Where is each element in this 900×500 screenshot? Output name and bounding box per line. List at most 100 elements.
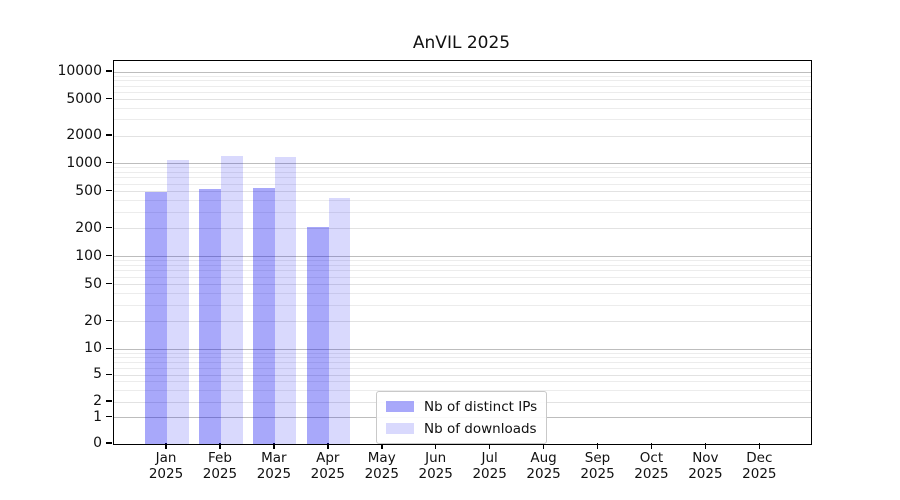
x-tick-aug [542,443,545,449]
gridline-minor-60 [114,276,811,278]
x-tick-label-jul: Jul 2025 [462,450,518,482]
gridline-minor-4000 [114,107,811,109]
y-tick-2 [106,400,112,402]
x-tick-label-nov: Nov 2025 [677,450,733,482]
gridline-minor-6000 [114,91,811,93]
x-tick-sep [596,443,599,449]
legend-entry-ips: Nb of distinct IPs [386,396,537,417]
x-tick-jan [165,443,167,449]
gridline-minor-40 [114,293,811,294]
x-tick-label-apr: Apr 2025 [300,450,356,482]
month-name: Nov [692,450,719,466]
month-year: 2025 [634,465,669,482]
gridline-minor-30 [114,304,811,306]
y-tick-label-2000: 2000 [66,127,102,143]
gridline-minor-900 [114,167,811,169]
month-year: 2025 [526,465,561,482]
gridline-y-5 [114,374,811,376]
month-year: 2025 [472,465,507,482]
y-tick-label-1: 1 [93,408,102,425]
gridline-minor-3000 [114,119,811,121]
month-year: 2025 [148,465,184,482]
y-tick-200 [106,226,112,229]
month-name: Dec [746,450,773,466]
y-tick-20 [106,319,112,322]
x-tick-dec [758,443,761,449]
month-name: Sep [584,450,611,466]
bar-ips-mar [253,188,275,444]
gridline-minor-80 [114,265,811,266]
gridline-minor-3 [114,389,811,391]
legend-swatch-ips [386,401,414,412]
month-name: May [367,450,396,466]
month-name: Jul [481,450,498,466]
bar-ips-feb [199,189,221,444]
y-tick-500 [106,189,112,192]
month-name: Oct [639,450,664,466]
y-tick-label-5000: 5000 [66,90,102,107]
y-tick-100 [106,254,112,257]
month-name: Jan [155,450,177,466]
legend-entry-downloads: Nb of downloads [386,418,537,439]
bar-ips-apr [307,226,329,444]
gridline-y-20 [114,321,811,322]
gridline-minor-90 [114,260,811,262]
y-tick-1 [106,415,112,418]
month-name: Jun [425,450,447,466]
y-tick-label-20: 20 [84,312,102,329]
y-tick-5000 [106,97,112,100]
gridline-minor-7000 [114,85,811,87]
x-tick-nov [704,443,707,449]
gridline-minor-70 [114,270,811,272]
gridline-y-100 [114,256,811,257]
gridline-y-2000 [114,135,811,137]
y-tick-label-500: 500 [75,182,102,199]
month-year: 2025 [418,465,453,482]
plot-area [113,60,812,445]
month-year: 2025 [742,465,777,482]
y-tick-label-200: 200 [75,219,102,236]
y-tick-label-5: 5 [93,366,102,383]
month-name: Apr [316,450,340,466]
gridline-minor-7 [114,362,811,364]
chart-title: AnVIL 2025 [412,33,511,53]
gridline-y-10000 [114,71,811,73]
x-tick-may [381,443,383,449]
gridline-minor-4 [114,381,811,383]
x-tick-label-oct: Oct 2025 [623,450,679,482]
x-tick-mar [273,443,275,449]
gridline-y-200 [114,228,811,229]
month-name: Mar [261,450,287,466]
bar-ips-jan [145,191,167,444]
legend: Nb of distinct IPs Nb of downloads [376,391,548,444]
y-tick-2000 [106,134,112,136]
month-year: 2025 [580,465,615,482]
gridline-y-50 [114,284,811,285]
month-year: 2025 [256,465,292,482]
month-name: Feb [207,450,232,466]
x-tick-label-mar: Mar 2025 [246,450,302,482]
legend-label-ips: Nb of distinct IPs [424,398,538,415]
y-tick-label-10000: 10000 [57,63,102,79]
bar-downloads-jan [167,160,189,444]
x-tick-jul [488,443,491,449]
bar-downloads-apr [328,198,351,444]
y-tick-label-100: 100 [75,247,102,264]
gridline-minor-300 [114,211,811,213]
x-tick-label-jan: Jan 2025 [138,450,194,482]
gridline-minor-8 [114,357,811,359]
y-tick-10 [106,347,112,350]
y-tick-5 [106,373,112,376]
gridline-minor-600 [114,183,811,185]
y-tick-10000 [106,70,112,72]
x-tick-label-sep: Sep 2025 [570,450,626,482]
y-tick-1000 [106,161,112,164]
y-tick-0 [106,442,112,444]
y-tick-label-50: 50 [84,275,102,292]
y-tick-label-10: 10 [84,340,102,357]
month-year: 2025 [310,465,345,482]
gridline-minor-700 [114,177,811,179]
gridline-y-1000 [114,163,811,164]
gridline-minor-9000 [114,75,811,77]
